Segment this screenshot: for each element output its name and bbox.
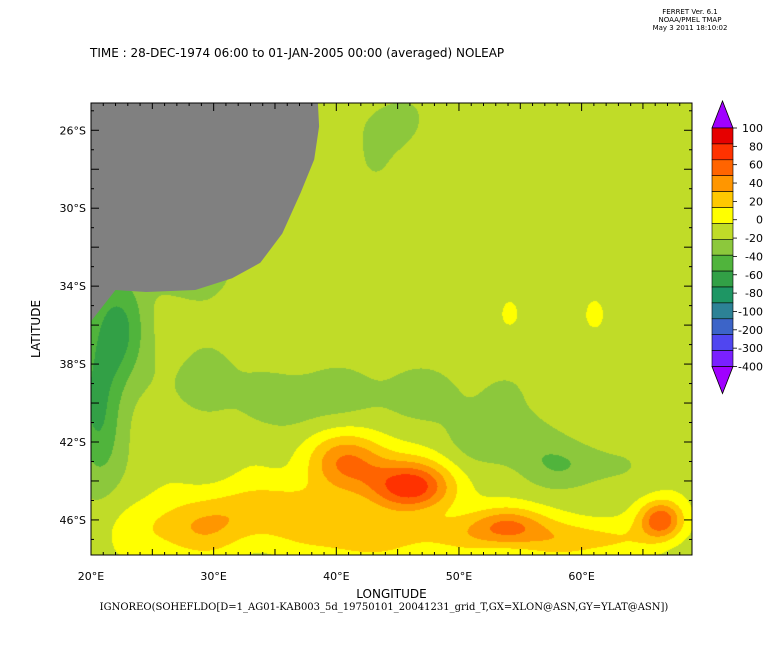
chart-title: TIME : 28-DEC-1974 06:00 to 01-JAN-2005 …: [90, 46, 505, 60]
y-tick-label: 42°S: [60, 436, 86, 449]
colorbar-label: 80: [749, 140, 763, 153]
colorbar-bin: [711, 223, 734, 240]
colorbar-label: 40: [749, 177, 763, 190]
colorbar-label: -60: [745, 269, 763, 282]
colorbar: 100 80 60 40 20 0 -20 -40 -60 -80 -100 -200 -300 -400: [711, 99, 763, 395]
colorbar-bin: [711, 286, 734, 304]
chart-footer: IGNOREO(SOHEFLDO[D=1_AG01-KAB003_5d_1975…: [99, 602, 669, 613]
colorbar-label: -80: [745, 287, 763, 300]
colorbar-arrow-top: [711, 99, 734, 129]
x-tick-label: 50°E: [446, 570, 472, 583]
colorbar-label: 60: [749, 159, 763, 172]
colorbar-bin: [711, 254, 734, 272]
colorbar-bin: [711, 302, 734, 320]
header-line-2: NOAA/PMEL TMAP: [658, 16, 722, 24]
colorbar-bin: [711, 159, 734, 177]
header-line-1: FERRET Ver. 6.1: [662, 8, 718, 16]
y-tick-label: 46°S: [60, 514, 86, 527]
colorbar-label: -100: [738, 305, 763, 318]
colorbar-bin: [711, 318, 734, 335]
colorbar-bin: [711, 270, 734, 288]
colorbar-bin: [711, 239, 734, 256]
colorbar-bin: [711, 143, 734, 161]
y-tick-label: 26°S: [60, 124, 86, 137]
y-tick-label: 34°S: [60, 280, 86, 293]
x-tick-label: 60°E: [568, 570, 594, 583]
colorbar-label: -20: [745, 232, 763, 245]
x-axis-label: LONGITUDE: [356, 587, 426, 601]
x-tick-label: 40°E: [323, 570, 349, 583]
colorbar-label: -300: [738, 342, 763, 355]
header-line-3: May 3 2011 18:10:02: [652, 24, 728, 32]
colorbar-bin: [711, 191, 734, 208]
plot-frame: [90, 102, 693, 556]
colorbar-label: -400: [738, 361, 763, 374]
axis-ticks: 20°E 30°E 40°E 50°E 60°E 26°S 30°S 34°S 38°S 42°S…: [60, 103, 693, 583]
colorbar-arrow-bottom: [711, 366, 734, 395]
x-tick-label: 20°E: [78, 570, 104, 583]
ferret-header: FERRET Ver. 6.1 NOAA/PMEL TMAP May 3 201…: [620, 8, 760, 32]
y-tick-label: 30°S: [60, 202, 86, 215]
colorbar-bin: [711, 350, 734, 367]
colorbar-label: -200: [738, 324, 763, 337]
land-mask: [91, 103, 320, 322]
colorbar-label: 0: [756, 214, 763, 227]
x-tick-label: 30°E: [200, 570, 226, 583]
colorbar-bin: [711, 334, 734, 351]
colorbar-bin: [711, 207, 734, 224]
y-tick-label: 38°S: [60, 358, 86, 371]
colorbar-label: 20: [749, 195, 763, 208]
colorbar-label: -40: [745, 250, 763, 263]
colorbar-bin: [711, 175, 734, 192]
colorbar-label: 100: [742, 122, 763, 135]
colorbar-bin: [711, 127, 734, 145]
y-axis-label: LATITUDE: [29, 300, 43, 358]
